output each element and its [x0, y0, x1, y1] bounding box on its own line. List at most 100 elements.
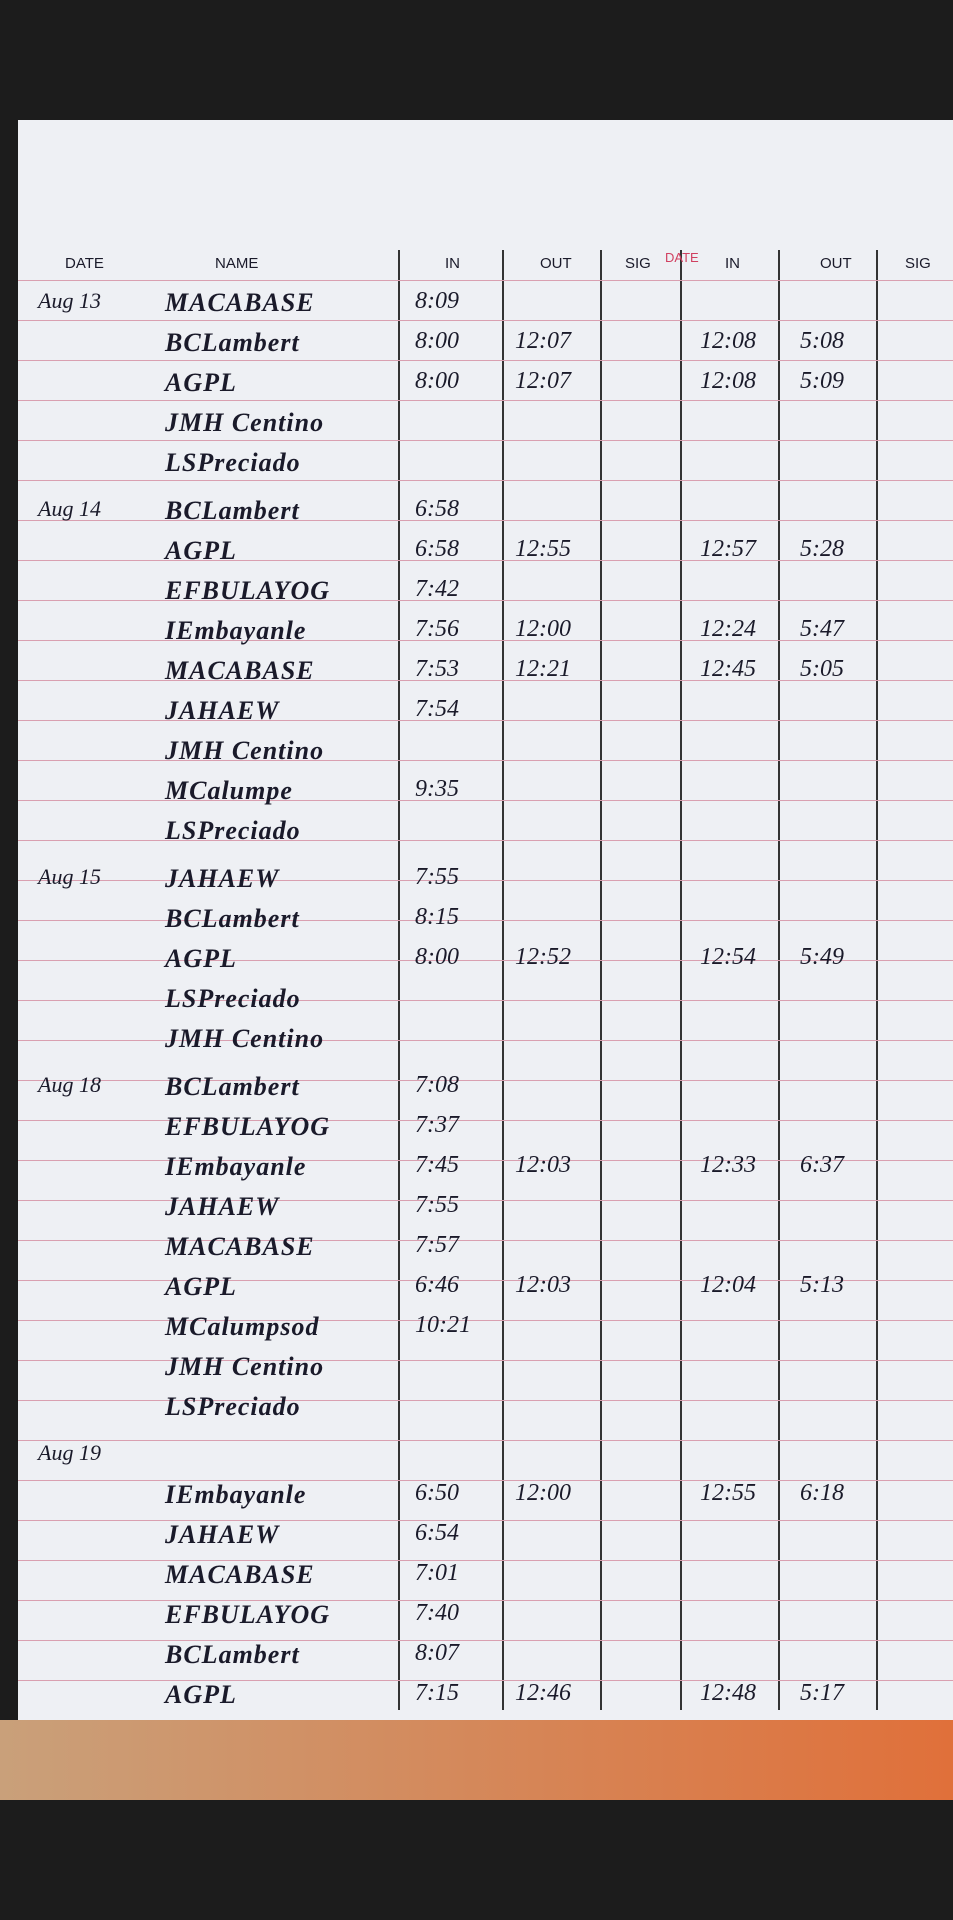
ruled-line: [18, 1680, 953, 1681]
ruled-line: [18, 1560, 953, 1561]
name: IEmbayanle: [165, 1152, 307, 1181]
name: BCLambert: [165, 496, 300, 525]
ruled-line: [18, 520, 953, 521]
time: 12:07: [515, 368, 571, 394]
time: 12:08: [700, 368, 756, 394]
ruled-line: [18, 880, 953, 881]
time: 12:54: [700, 944, 756, 970]
name: IEmbayanle: [165, 1480, 307, 1509]
name: JAHAEW: [165, 1192, 280, 1221]
time: 12:03: [515, 1152, 571, 1178]
column-rule: [502, 250, 504, 1710]
column-header: IN: [725, 255, 740, 272]
name: JAHAEW: [165, 1520, 280, 1549]
ruled-line: [18, 640, 953, 641]
name: AGPL: [165, 368, 237, 397]
time: 12:07: [515, 328, 571, 354]
time: 12:46: [515, 1680, 571, 1706]
ruled-line: [18, 1400, 953, 1401]
time: 8:07: [415, 1640, 459, 1666]
time: 7:08: [415, 1072, 459, 1098]
column-header: DATE: [65, 255, 104, 272]
name: AGPL: [165, 536, 237, 565]
date: Aug 19: [38, 1440, 101, 1465]
ruled-line: [18, 1440, 953, 1441]
time: 9:35: [415, 776, 459, 802]
name: BCLambert: [165, 1640, 300, 1669]
time: 8:00: [415, 368, 459, 394]
ruled-line: [18, 1200, 953, 1201]
time: 7:37: [415, 1112, 459, 1138]
time: 10:21: [415, 1312, 471, 1338]
name: JMH Centino: [165, 408, 325, 437]
time: 12:08: [700, 328, 756, 354]
name: MACABASE: [165, 1560, 315, 1589]
name: JMH Centino: [165, 1352, 325, 1381]
time: 7:57: [415, 1232, 459, 1258]
time: 7:42: [415, 576, 459, 602]
time: 12:03: [515, 1272, 571, 1298]
time: 6:58: [415, 536, 459, 562]
time: 12:57: [700, 536, 756, 562]
name: BCLambert: [165, 328, 300, 357]
time: 7:55: [415, 1192, 459, 1218]
name: LSPreciado: [165, 1392, 301, 1421]
time: 5:13: [800, 1272, 844, 1298]
name: MCalumpe: [165, 776, 293, 805]
column-rule: [600, 250, 602, 1710]
ruled-line: [18, 1480, 953, 1481]
time: 12:55: [515, 536, 571, 562]
time: 6:46: [415, 1272, 459, 1298]
ruled-line: [18, 800, 953, 801]
name: EFBULAYOG: [165, 576, 331, 605]
ruled-line: [18, 720, 953, 721]
ruled-line: [18, 480, 953, 481]
ruled-line: [18, 760, 953, 761]
column-header: OUT: [540, 255, 572, 272]
column-header: OUT: [820, 255, 852, 272]
time: 7:53: [415, 656, 459, 682]
name: LSPreciado: [165, 448, 301, 477]
ruled-line: [18, 1000, 953, 1001]
time: 7:54: [415, 696, 459, 722]
name: JMH Centino: [165, 1024, 325, 1053]
time: 7:40: [415, 1600, 459, 1626]
column-header: IN: [445, 255, 460, 272]
name: EFBULAYOG: [165, 1112, 331, 1141]
name: MACABASE: [165, 288, 315, 317]
column-header: SIG: [625, 255, 651, 272]
time: 7:15: [415, 1680, 459, 1706]
time: 12:04: [700, 1272, 756, 1298]
time: 7:56: [415, 616, 459, 642]
date: Aug 13: [38, 288, 101, 313]
ruled-line: [18, 1240, 953, 1241]
ruled-line: [18, 1280, 953, 1281]
name: BCLambert: [165, 1072, 300, 1101]
column-rule: [680, 250, 682, 1710]
time: 12:21: [515, 656, 571, 682]
time: 12:24: [700, 616, 756, 642]
ruled-line: [18, 560, 953, 561]
time: 6:50: [415, 1480, 459, 1506]
name: JAHAEW: [165, 864, 280, 893]
ruled-line: [18, 1080, 953, 1081]
time: 7:45: [415, 1152, 459, 1178]
time: 12:55: [700, 1480, 756, 1506]
name: JAHAEW: [165, 696, 280, 725]
ruled-line: [18, 400, 953, 401]
name: JMH Centino: [165, 736, 325, 765]
ruled-line: [18, 840, 953, 841]
ruled-line: [18, 1360, 953, 1361]
name: AGPL: [165, 1272, 237, 1301]
time: 5:08: [800, 328, 844, 354]
ruled-line: [18, 1320, 953, 1321]
name: AGPL: [165, 944, 237, 973]
ruled-line: [18, 440, 953, 441]
time: 6:37: [800, 1152, 844, 1178]
time: 5:05: [800, 656, 844, 682]
name: MACABASE: [165, 1232, 315, 1261]
ruled-line: [18, 600, 953, 601]
column-rule: [398, 250, 400, 1710]
ruled-line: [18, 320, 953, 321]
